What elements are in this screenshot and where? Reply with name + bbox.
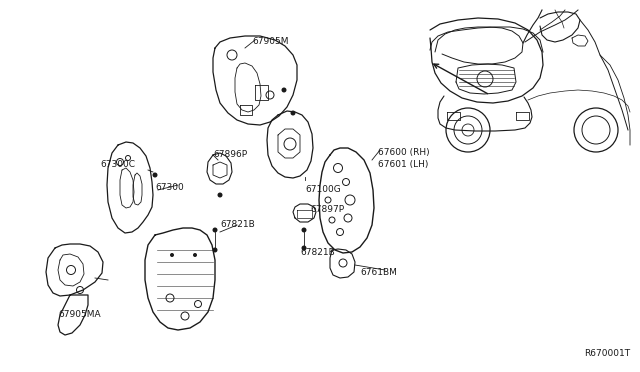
Circle shape — [193, 253, 197, 257]
Circle shape — [152, 173, 157, 177]
Text: 67905MA: 67905MA — [58, 310, 100, 319]
Circle shape — [218, 192, 223, 198]
Text: 67600 (RH): 67600 (RH) — [378, 148, 429, 157]
Text: 67100G: 67100G — [305, 185, 340, 194]
Text: 67905M: 67905M — [252, 37, 289, 46]
Circle shape — [212, 228, 218, 232]
Text: 67601 (LH): 67601 (LH) — [378, 160, 428, 169]
Circle shape — [301, 246, 307, 250]
Circle shape — [282, 87, 287, 93]
Text: 67896P: 67896P — [213, 150, 247, 159]
Text: 67897P: 67897P — [310, 205, 344, 214]
Text: R670001T: R670001T — [584, 349, 630, 358]
Circle shape — [170, 253, 174, 257]
Circle shape — [291, 110, 296, 115]
Text: 67300C: 67300C — [100, 160, 135, 169]
Circle shape — [212, 247, 218, 253]
Text: 67300: 67300 — [155, 183, 184, 192]
Circle shape — [301, 228, 307, 232]
Text: 6761BM: 6761BM — [360, 268, 397, 277]
Text: 67821B: 67821B — [220, 220, 255, 229]
Text: 67821B: 67821B — [300, 248, 335, 257]
